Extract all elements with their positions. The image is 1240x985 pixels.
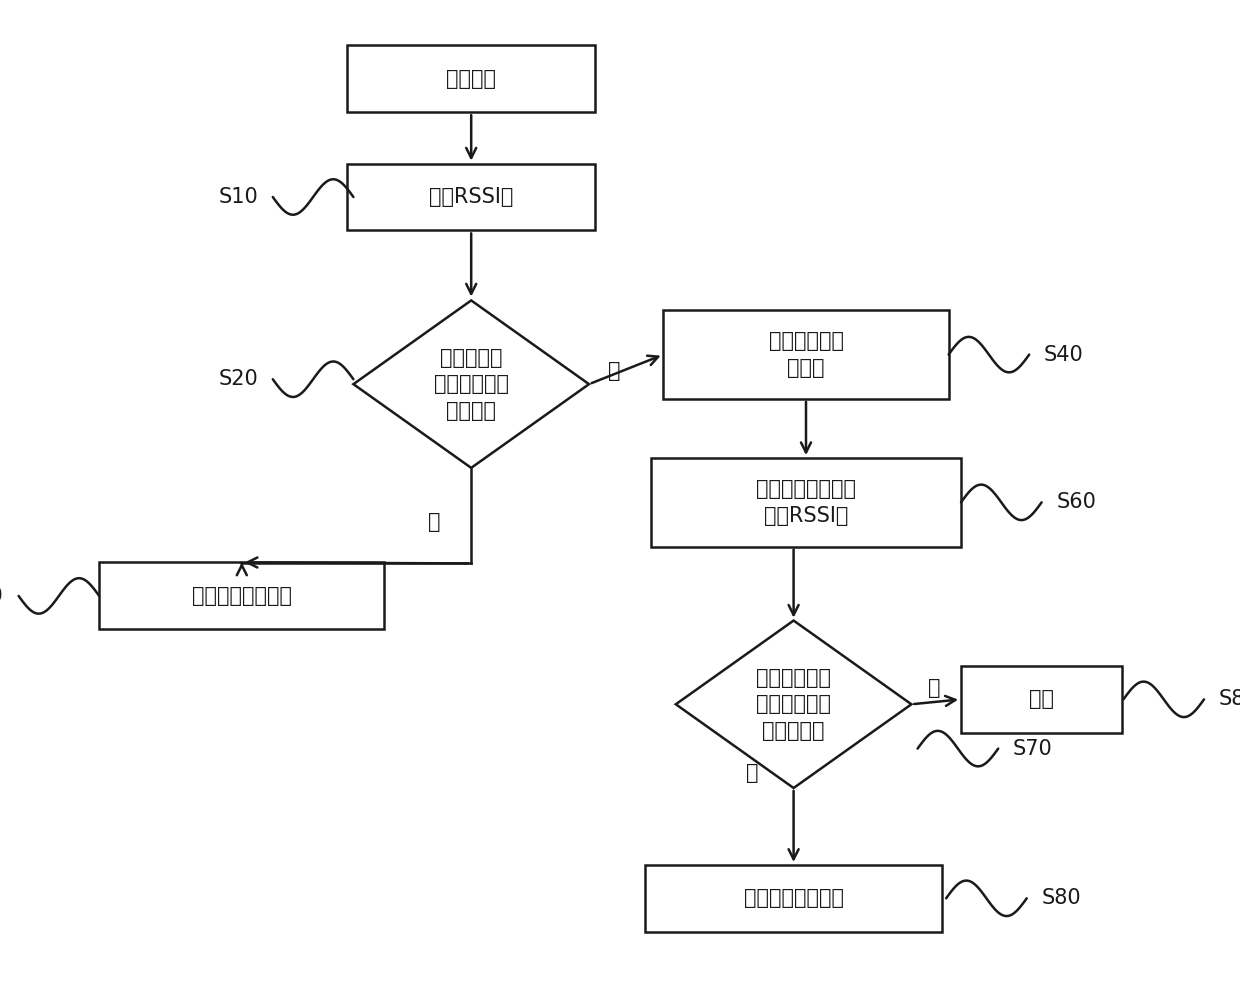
FancyBboxPatch shape — [99, 562, 384, 629]
Polygon shape — [353, 300, 589, 468]
Text: S30: S30 — [0, 586, 4, 606]
Text: S80: S80 — [1219, 690, 1240, 709]
Text: S20: S20 — [218, 369, 258, 389]
Text: 再次与预设值
比较，判断门
窗是否关闭: 再次与预设值 比较，判断门 窗是否关闭 — [756, 668, 831, 741]
FancyBboxPatch shape — [651, 458, 961, 547]
Text: 是: 是 — [428, 512, 440, 532]
FancyBboxPatch shape — [645, 865, 942, 932]
FancyBboxPatch shape — [663, 310, 949, 399]
Text: 否: 否 — [928, 678, 940, 697]
FancyBboxPatch shape — [347, 45, 595, 112]
Text: 与预设值比
较，判断门窗
是否关闭: 与预设值比 较，判断门窗 是否关闭 — [434, 348, 508, 421]
Polygon shape — [676, 621, 911, 788]
FancyBboxPatch shape — [347, 164, 595, 230]
FancyBboxPatch shape — [961, 666, 1122, 733]
Text: S40: S40 — [1044, 345, 1084, 364]
Text: 是: 是 — [746, 763, 759, 783]
Text: 空调设备正常运行: 空调设备正常运行 — [192, 586, 291, 606]
Text: S60: S60 — [1056, 492, 1096, 512]
Text: 一段时间后，再次
读取RSSI值: 一段时间后，再次 读取RSSI值 — [756, 479, 856, 526]
Text: 空调开机: 空调开机 — [446, 69, 496, 89]
Text: S10: S10 — [218, 187, 258, 207]
Text: S80: S80 — [1042, 888, 1081, 908]
Text: S70: S70 — [1013, 739, 1053, 758]
Text: 读取RSSI值: 读取RSSI值 — [429, 187, 513, 207]
Text: 关机: 关机 — [1029, 690, 1054, 709]
Text: 空调设备正常运行: 空调设备正常运行 — [744, 888, 843, 908]
Text: 否: 否 — [608, 361, 620, 381]
Text: 向用户发出警
告信号: 向用户发出警 告信号 — [769, 331, 843, 378]
